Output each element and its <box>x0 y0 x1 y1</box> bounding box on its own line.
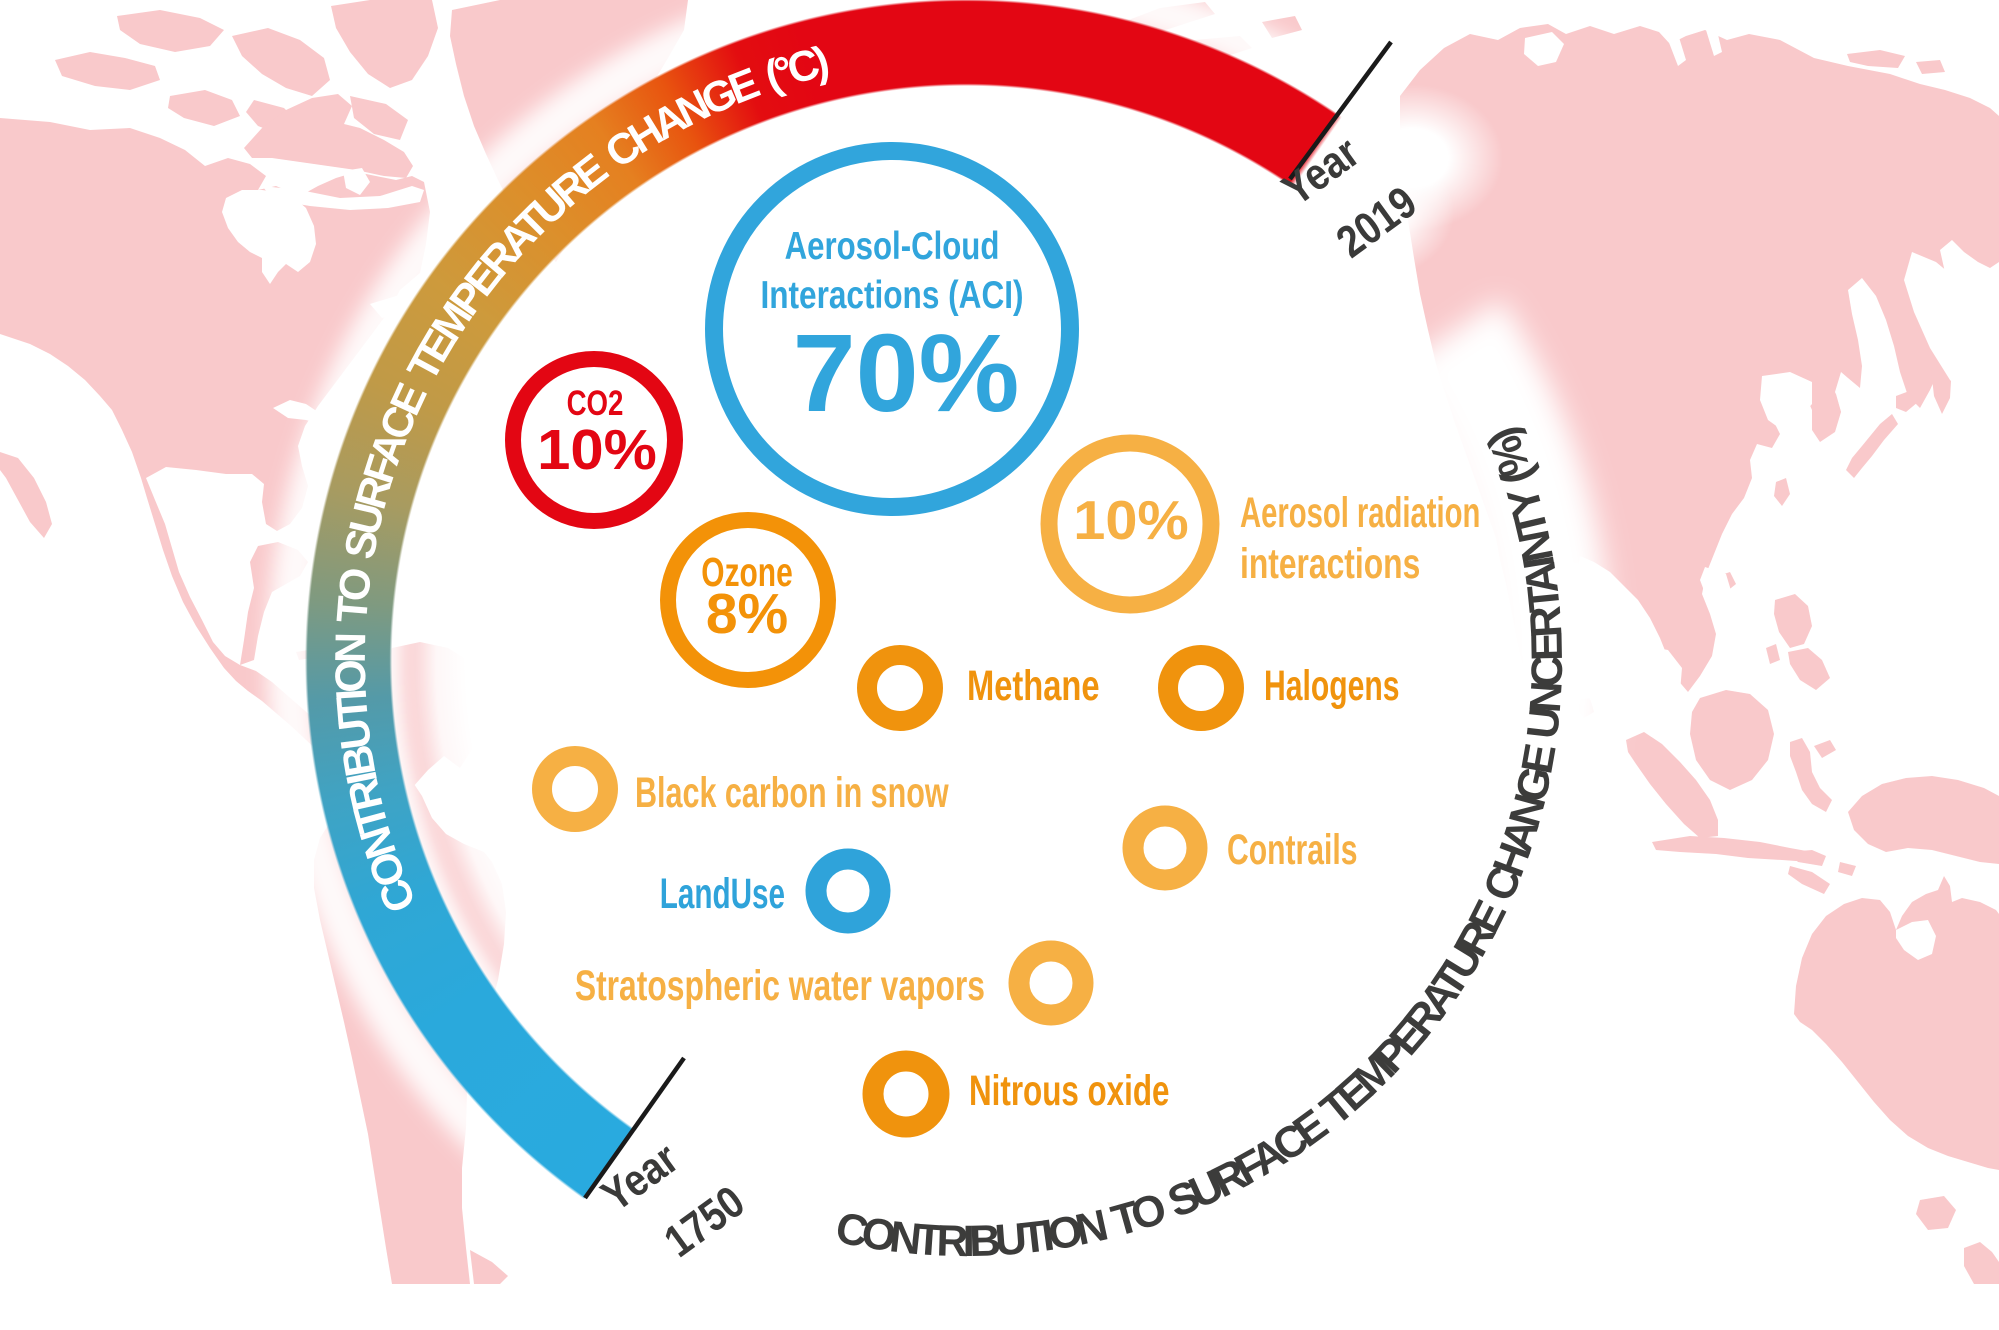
svg-text:Black carbon in snow: Black carbon in snow <box>635 768 949 816</box>
svg-text:Ozone: Ozone <box>701 549 792 595</box>
svg-text:Aerosol-Cloud: Aerosol-Cloud <box>785 225 1000 268</box>
svg-text:interactions: interactions <box>1240 540 1420 588</box>
svg-text:2019: 2019 <box>1327 176 1426 267</box>
svg-text:8%: 8% <box>706 582 788 646</box>
svg-text:Halogens: Halogens <box>1264 661 1399 710</box>
svg-text:70%: 70% <box>793 312 1020 435</box>
svg-text:Year: Year <box>1273 126 1368 214</box>
svg-text:Aerosol radiation: Aerosol radiation <box>1240 488 1480 536</box>
svg-text:Contrails: Contrails <box>1227 825 1357 874</box>
svg-text:Stratospheric water vapors: Stratospheric water vapors <box>575 962 985 1010</box>
svg-text:10%: 10% <box>537 418 657 481</box>
svg-text:LandUse: LandUse <box>660 870 785 918</box>
svg-text:Nitrous oxide: Nitrous oxide <box>969 1066 1169 1114</box>
svg-text:Interactions (ACI): Interactions (ACI) <box>760 273 1023 317</box>
svg-text:Methane: Methane <box>967 662 1100 710</box>
svg-text:CO2: CO2 <box>567 383 624 423</box>
svg-text:10%: 10% <box>1073 489 1189 550</box>
svg-text:Year: Year <box>592 1132 687 1220</box>
